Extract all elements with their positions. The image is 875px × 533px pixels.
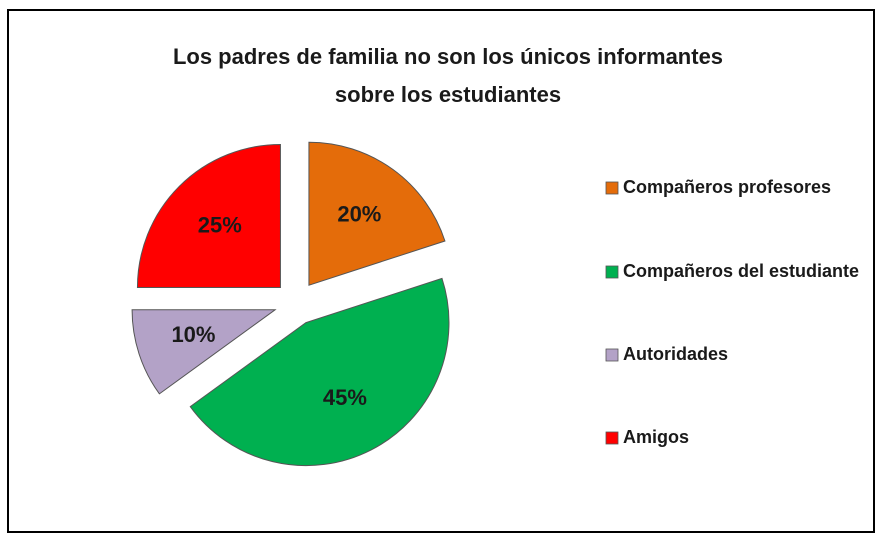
pie-slice — [131, 309, 277, 395]
pie-slice — [136, 143, 281, 288]
data-label: 10% — [171, 322, 215, 347]
legend-swatch — [605, 348, 619, 362]
legend-label: Compañeros profesores — [623, 177, 831, 197]
legend-swatch — [605, 181, 619, 195]
data-label: 25% — [198, 213, 242, 238]
legend-label: Amigos — [623, 427, 689, 447]
data-label: 45% — [323, 385, 367, 410]
legend-swatch — [605, 265, 619, 279]
chart-title: sobre los estudiantes — [335, 82, 561, 107]
chart-title: Los padres de familia no son los únicos … — [173, 44, 723, 69]
pie-slice — [308, 141, 446, 286]
legend-swatch — [605, 431, 619, 445]
data-label: 20% — [337, 202, 381, 227]
legend-label: Autoridades — [623, 344, 728, 364]
legend-label: Compañeros del estudiante — [623, 261, 859, 281]
pie-slice — [189, 277, 450, 467]
